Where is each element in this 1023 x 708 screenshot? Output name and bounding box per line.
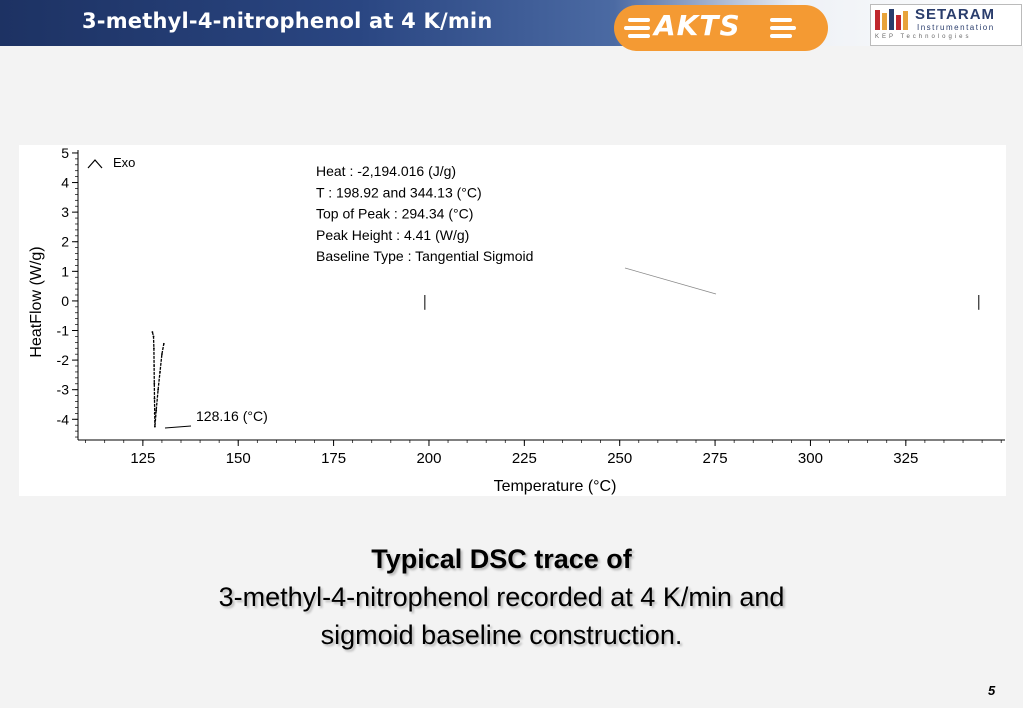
slide-caption: Typical DSC trace of 3-methyl-4-nitrophe…	[0, 540, 1003, 654]
y-tick-label: 0	[61, 293, 69, 309]
y-tick-label: 1	[61, 263, 69, 279]
annotation-line: Heat : -2,194.016 (J/g)	[316, 163, 456, 179]
integration-limits	[424, 295, 980, 310]
data-point	[162, 342, 165, 345]
akts-logo-bar	[770, 34, 792, 38]
exo-label: Exo	[113, 155, 135, 170]
y-tick-label: -2	[57, 352, 70, 368]
data-point	[159, 371, 161, 373]
annotation-line: Baseline Type : Tangential Sigmoid	[316, 248, 533, 264]
data-point	[161, 353, 163, 356]
akts-logo-text: AKTS	[654, 9, 741, 42]
peak-leader-line	[164, 425, 192, 429]
x-tick-label: 325	[893, 450, 918, 467]
caption-line-2: 3-methyl-4-nitrophenol recorded at 4 K/m…	[218, 582, 785, 612]
baseline-segment	[624, 267, 717, 295]
series-group	[151, 331, 165, 428]
akts-logo-bar	[628, 34, 650, 38]
annotation-line: Top of Peak : 294.34 (°C)	[316, 206, 473, 222]
akts-logo-bar	[770, 18, 792, 22]
slide-header: 3-methyl-4-nitrophenol at 4 K/min AKTS S…	[0, 0, 1023, 51]
data-point	[153, 397, 156, 400]
y-tick-label: -1	[57, 323, 70, 339]
setaram-name: SETARAM	[915, 6, 996, 23]
x-axis: 125 150 175 200 225 250 275 300 325	[78, 439, 1005, 467]
y-tick-label: 4	[61, 175, 69, 191]
x-tick-label: 250	[607, 450, 632, 467]
akts-logo-bar	[770, 26, 796, 30]
annotation-line: Peak Height : 4.41 (W/g)	[316, 227, 469, 243]
data-point	[151, 331, 154, 333]
page-number: 5	[988, 683, 996, 698]
x-tick-label: 225	[512, 450, 537, 467]
data-point	[154, 425, 156, 428]
setaram-subtitle: Instrumentation	[917, 23, 995, 32]
y-tick-label: -3	[57, 382, 70, 398]
setaram-logo: SETARAM Instrumentation KEP Technologies	[870, 4, 1022, 46]
x-tick-label: 175	[321, 450, 346, 467]
x-tick-label: 125	[130, 450, 155, 467]
y-tick-label: 2	[61, 234, 69, 250]
setaram-emblem-icon	[875, 9, 908, 30]
x-axis-title: Temperature (°C)	[494, 478, 617, 495]
series-line	[151, 331, 165, 427]
x-tick-label: 300	[798, 450, 823, 467]
akts-logo: AKTS	[614, 5, 828, 51]
y-tick-label: -4	[57, 411, 70, 427]
data-point	[153, 412, 156, 415]
akts-logo-bar	[624, 26, 650, 30]
data-point	[153, 365, 156, 367]
y-tick-label: 3	[61, 204, 69, 220]
caption-line-3: sigmoid baseline construction.	[320, 620, 683, 650]
data-point	[153, 382, 156, 385]
data-point	[153, 347, 155, 350]
caption-line-1: Typical DSC trace of	[371, 544, 632, 574]
annotation-line: T : 198.92 and 344.13 (°C)	[316, 184, 482, 200]
data-point	[152, 335, 155, 338]
setaram-tagline: KEP Technologies	[875, 34, 972, 40]
y-axis-title: HeatFlow (W/g)	[28, 246, 45, 357]
slide-title: 3-methyl-4-nitrophenol at 4 K/min	[82, 9, 493, 33]
peak-temperature-label: 128.16 (°C)	[196, 408, 268, 424]
data-point	[155, 409, 158, 412]
header-background	[0, 0, 1023, 46]
akts-logo-bar	[628, 18, 650, 22]
y-tick-label: 5	[61, 145, 69, 161]
data-point	[157, 388, 160, 391]
exo-arrow-icon	[87, 159, 103, 169]
result-annotation: Heat : -2,194.016 (J/g) T : 198.92 and 34…	[316, 163, 533, 264]
dsc-chart-svg: 5 4 3 2 1 0 -1 -2 -3 -4 125 150 175 200 225 250 275 300 3…	[28, 145, 1005, 495]
y-axis: 5 4 3 2 1 0 -1 -2 -3 -4	[57, 145, 79, 440]
x-tick-label: 275	[703, 450, 728, 467]
x-tick-label: 200	[416, 450, 441, 467]
dsc-chart: 5 4 3 2 1 0 -1 -2 -3 -4 125 150 175 200 225 250 275 300 3…	[19, 145, 1006, 496]
x-tick-label: 150	[226, 450, 251, 467]
exo-indicator: Exo	[87, 155, 135, 170]
